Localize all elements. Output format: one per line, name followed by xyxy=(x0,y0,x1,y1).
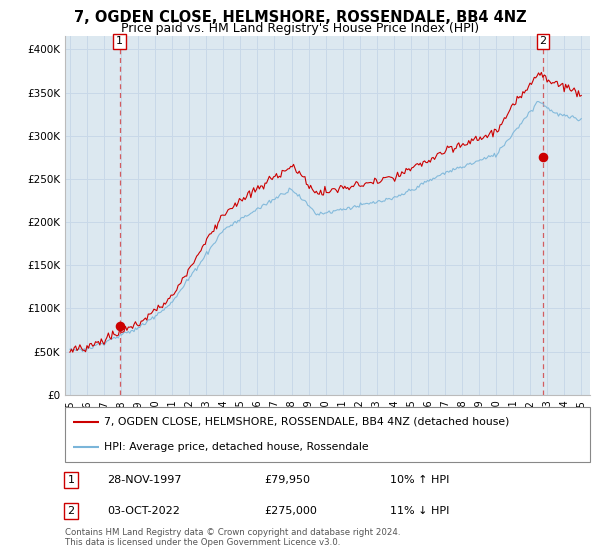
Text: 2: 2 xyxy=(539,36,547,46)
Text: HPI: Average price, detached house, Rossendale: HPI: Average price, detached house, Ross… xyxy=(104,442,369,452)
Point xyxy=(115,321,124,330)
Text: 10% ↑ HPI: 10% ↑ HPI xyxy=(391,475,449,485)
FancyBboxPatch shape xyxy=(65,407,590,462)
Text: Price paid vs. HM Land Registry's House Price Index (HPI): Price paid vs. HM Land Registry's House … xyxy=(121,22,479,35)
Text: 03-OCT-2022: 03-OCT-2022 xyxy=(107,506,179,516)
Text: 28-NOV-1997: 28-NOV-1997 xyxy=(107,475,181,485)
Text: £79,950: £79,950 xyxy=(265,475,310,485)
Text: 1: 1 xyxy=(67,475,74,485)
Point xyxy=(538,153,548,162)
Text: £275,000: £275,000 xyxy=(265,506,317,516)
Text: Contains HM Land Registry data © Crown copyright and database right 2024.
This d: Contains HM Land Registry data © Crown c… xyxy=(65,528,400,547)
Text: 7, OGDEN CLOSE, HELMSHORE, ROSSENDALE, BB4 4NZ: 7, OGDEN CLOSE, HELMSHORE, ROSSENDALE, B… xyxy=(74,10,526,25)
Text: 11% ↓ HPI: 11% ↓ HPI xyxy=(391,506,449,516)
Text: 7, OGDEN CLOSE, HELMSHORE, ROSSENDALE, BB4 4NZ (detached house): 7, OGDEN CLOSE, HELMSHORE, ROSSENDALE, B… xyxy=(104,417,509,427)
Text: 1: 1 xyxy=(116,36,123,46)
Text: 2: 2 xyxy=(67,506,74,516)
